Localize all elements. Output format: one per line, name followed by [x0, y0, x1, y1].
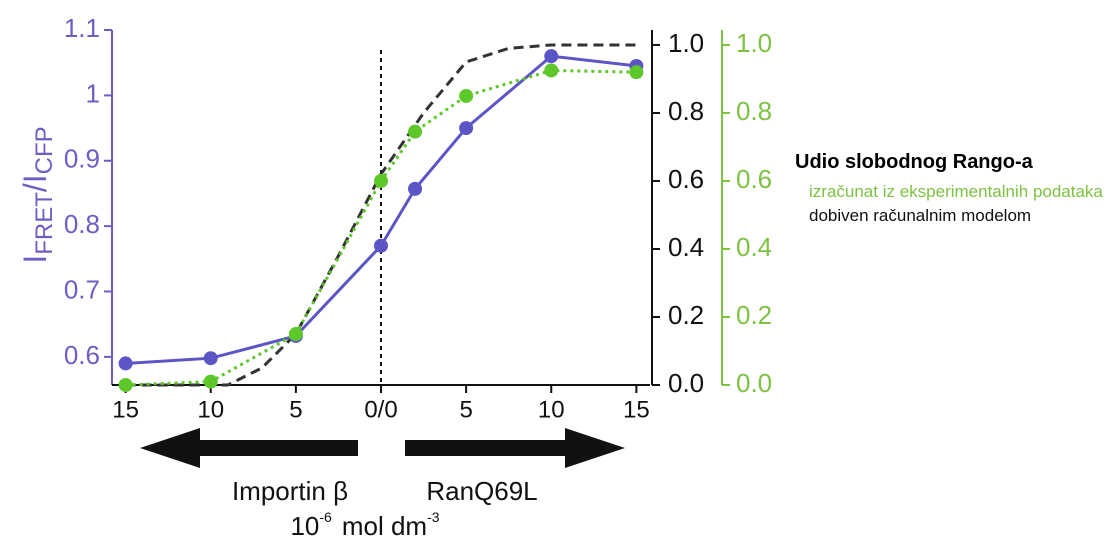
- y2-tick-label: 0.8: [668, 96, 704, 126]
- data-point: [203, 351, 218, 366]
- x-tick-label: 15: [623, 396, 650, 423]
- legend: Udio slobodnog Rango-a izračunat iz eksp…: [795, 150, 1105, 228]
- y-tick-label: 1: [86, 78, 100, 108]
- y-label-part: FRET: [31, 192, 58, 255]
- arrow-right: [405, 428, 625, 468]
- y-tick-label: 0.8: [64, 209, 100, 239]
- data-point: [544, 63, 559, 78]
- y2-tick-label: 0.6: [736, 164, 772, 194]
- x-tick-label: 15: [112, 396, 139, 423]
- y2-tick-label: 0.2: [736, 300, 772, 330]
- data-point: [459, 88, 474, 103]
- y2-tick-label: 1.0: [736, 28, 772, 58]
- y2-tick-label: 0.2: [668, 300, 704, 330]
- data-point: [118, 356, 133, 371]
- data-point: [629, 65, 644, 80]
- legend-entry: izračunat iz eksperimentalnih podataka: [809, 182, 1103, 201]
- y2-tick-label: 1.0: [668, 28, 704, 58]
- x-tick-label: 10: [538, 396, 565, 423]
- x-tick-label: 0/0: [364, 396, 397, 423]
- x-tick-label: 10: [197, 396, 224, 423]
- data-point: [203, 374, 218, 389]
- y-tick-label: 1.1: [64, 13, 100, 43]
- data-point: [374, 173, 388, 188]
- legend-entry: dobiven računalnim modelom: [809, 206, 1032, 225]
- unit-part: -6: [319, 509, 332, 525]
- data-point: [544, 49, 559, 64]
- data-point: [374, 238, 388, 253]
- series-line: [125, 54, 637, 365]
- y-tick-label: 0.6: [64, 340, 100, 370]
- y2-tick-label: 0.6: [668, 164, 704, 194]
- series-line: [125, 68, 637, 387]
- annotation: Importin β: [232, 476, 348, 506]
- y-label-part: CFP: [31, 126, 58, 174]
- data-point: [288, 326, 303, 341]
- y-label-part: /I: [17, 174, 53, 192]
- y-tick-label: 0.9: [64, 144, 100, 174]
- y2-tick-label: 0.4: [736, 232, 772, 262]
- annotation: RanQ69L: [426, 476, 537, 506]
- y2-tick-label: 0.8: [736, 96, 772, 126]
- y2-tick-label: 0.0: [668, 368, 704, 398]
- unit-part: mol dm: [342, 511, 427, 541]
- y-axis-label: IFRET/ICFP: [17, 126, 58, 263]
- data-point: [408, 181, 423, 196]
- arrow-left: [140, 428, 358, 468]
- y-label-part: I: [17, 255, 53, 264]
- legend-title: Udio slobodnog Rango-a: [795, 151, 1033, 173]
- x-tick-label: 5: [459, 396, 472, 423]
- unit-part: -3: [427, 509, 440, 525]
- unit-label: 10-6 mol dm-3: [290, 509, 439, 541]
- x-tick-label: 5: [289, 396, 302, 423]
- y2-tick-label: 0.0: [736, 368, 772, 398]
- unit-part: 10: [290, 511, 319, 541]
- y2-tick-label: 0.4: [668, 232, 704, 262]
- data-point: [459, 121, 474, 136]
- data-point: [118, 378, 133, 392]
- data-point: [408, 124, 423, 139]
- y-tick-label: 0.7: [64, 274, 100, 304]
